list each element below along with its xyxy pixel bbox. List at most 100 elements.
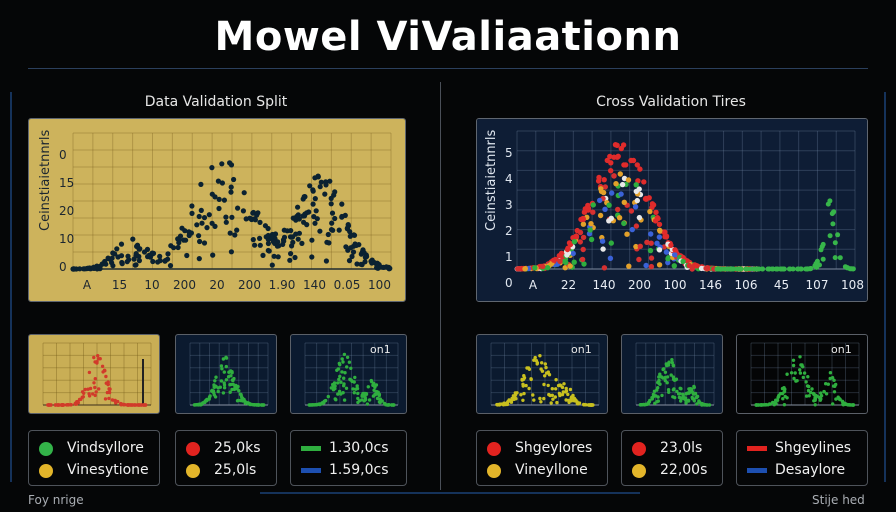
frame-line-bottom xyxy=(260,492,640,494)
y-tick-label: 15 xyxy=(59,176,74,190)
data-point xyxy=(608,160,614,166)
data-point xyxy=(514,397,518,401)
data-point xyxy=(601,177,607,183)
data-point xyxy=(671,363,675,367)
data-point xyxy=(309,403,313,407)
data-point xyxy=(602,206,608,212)
data-point xyxy=(522,376,527,380)
data-point xyxy=(141,249,148,255)
data-point xyxy=(265,232,271,239)
data-point xyxy=(780,266,786,272)
x-tick-label: 45 xyxy=(774,278,789,292)
data-point xyxy=(716,266,722,272)
data-point xyxy=(693,391,698,396)
data-point xyxy=(832,240,838,246)
cross-validation-chart: Ceinstiaietnnrls 5 4 3 2 1 0 A 22 140 200 100 146 106… xyxy=(476,118,868,302)
data-point xyxy=(96,354,100,358)
data-point xyxy=(690,387,694,392)
data-point xyxy=(663,375,667,380)
data-point xyxy=(386,266,392,272)
data-point xyxy=(329,220,335,226)
data-point xyxy=(540,361,544,365)
data-point xyxy=(167,263,174,269)
left-chart-title: Data Validation Split xyxy=(144,94,288,110)
red-dot-icon xyxy=(186,442,200,456)
data-point xyxy=(805,384,810,388)
data-point xyxy=(281,234,288,240)
data-point xyxy=(554,387,558,391)
data-point xyxy=(577,239,583,245)
data-point xyxy=(511,394,516,398)
data-point xyxy=(657,375,661,379)
data-point xyxy=(224,364,228,369)
data-point xyxy=(549,401,553,405)
data-point xyxy=(702,403,706,407)
y-tick-label: 4 xyxy=(505,172,513,186)
data-point xyxy=(326,240,332,246)
data-point xyxy=(336,381,340,385)
data-point xyxy=(257,235,263,241)
red-line-icon xyxy=(747,446,767,451)
data-point xyxy=(543,374,547,378)
data-point xyxy=(323,258,329,264)
data-point xyxy=(817,395,821,399)
data-point xyxy=(633,223,640,229)
data-point xyxy=(312,175,318,181)
data-point xyxy=(100,364,105,368)
data-point xyxy=(663,249,670,255)
data-point xyxy=(812,392,816,396)
data-point xyxy=(532,358,536,362)
data-point xyxy=(670,358,674,362)
x-tick-label: 106 xyxy=(735,278,758,292)
mini-chart-3: on1 xyxy=(290,334,407,414)
data-point xyxy=(826,382,830,386)
data-point xyxy=(366,385,370,389)
data-point xyxy=(661,367,665,372)
data-point xyxy=(564,386,568,391)
data-point xyxy=(216,389,220,394)
data-point xyxy=(841,402,845,407)
data-point xyxy=(73,402,77,406)
data-point xyxy=(378,397,382,401)
data-point xyxy=(785,372,789,376)
data-point xyxy=(531,393,535,397)
y-tick-label: 1 xyxy=(505,250,513,264)
data-point xyxy=(224,378,229,382)
mini-chart-label: on1 xyxy=(571,343,592,356)
data-point xyxy=(194,222,200,228)
data-point xyxy=(255,210,261,216)
data-point xyxy=(337,377,341,382)
x-tick-label: A xyxy=(529,278,538,292)
data-point xyxy=(618,191,624,197)
data-point xyxy=(314,216,320,222)
data-point xyxy=(520,377,524,382)
data-point xyxy=(556,253,562,259)
data-point xyxy=(355,386,360,391)
data-point xyxy=(329,210,336,216)
data-point xyxy=(204,225,210,231)
data-point xyxy=(318,179,324,185)
data-point xyxy=(782,403,787,407)
footer-right: Stije hed xyxy=(812,493,865,507)
data-point xyxy=(791,363,796,368)
data-point xyxy=(212,194,218,200)
data-point xyxy=(621,220,627,227)
data-point xyxy=(588,221,594,227)
data-point xyxy=(807,266,813,272)
data-point xyxy=(587,227,593,233)
data-point xyxy=(367,398,372,402)
right-chart-title: Cross Validation Tires xyxy=(596,94,746,110)
data-point xyxy=(222,386,227,390)
data-point xyxy=(581,261,587,267)
data-point xyxy=(561,258,568,265)
data-point xyxy=(694,263,700,269)
data-point xyxy=(115,254,121,260)
validation-split-chart: Ceinstiaietnnrls 0 15 20 10 0 A 15 10 200 20 200 1.9… xyxy=(28,118,406,302)
data-point xyxy=(201,240,208,246)
data-point xyxy=(345,365,349,369)
data-point xyxy=(380,264,387,270)
x-tick-label: 22 xyxy=(561,278,576,292)
data-point xyxy=(342,352,347,357)
data-point xyxy=(612,142,619,148)
data-point xyxy=(348,232,354,238)
